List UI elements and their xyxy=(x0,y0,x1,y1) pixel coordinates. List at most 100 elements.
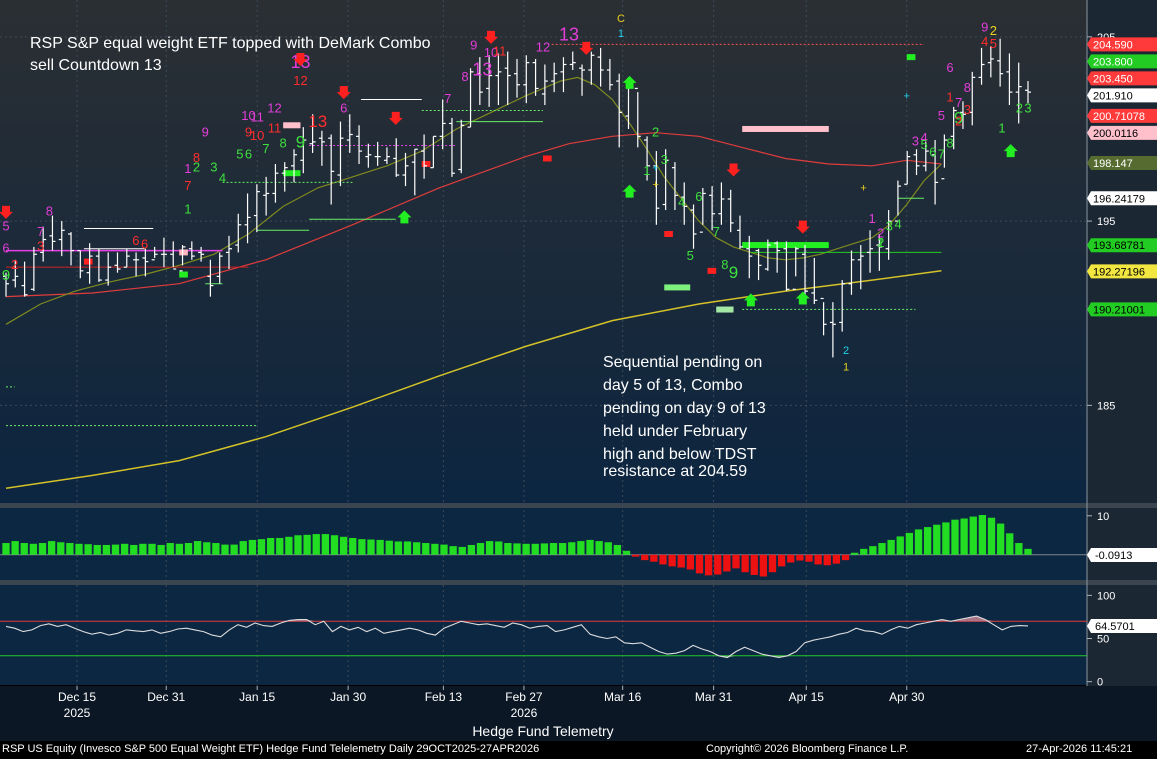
demark-count-label: 3 xyxy=(1024,100,1031,115)
ohlc-bar xyxy=(393,138,400,177)
ohlc-bar xyxy=(579,64,586,96)
osc-bar xyxy=(622,550,631,555)
price-badge: 198.147 xyxy=(1087,156,1157,171)
ohlc-bar xyxy=(727,189,734,233)
osc-bar xyxy=(203,542,211,555)
note-line: resistance at 204.59 xyxy=(603,463,747,480)
rsi-panel-bg xyxy=(0,585,1087,685)
panel-divider-2[interactable] xyxy=(0,580,1157,585)
price-badge-label: 198.147 xyxy=(1093,158,1133,170)
ohlc-bar xyxy=(21,261,28,297)
osc-bar xyxy=(540,543,549,555)
price-badge: 204.590 xyxy=(1087,37,1157,52)
demark-count-label: 3 xyxy=(964,102,971,117)
demark-count-label: 9 xyxy=(2,267,10,284)
demark-count-label: C xyxy=(617,13,625,25)
demark-count-label: 5 xyxy=(938,108,945,123)
demark-count-label: 13 xyxy=(559,25,579,45)
demark-count-label: 4 xyxy=(678,194,685,209)
ohlc-bar xyxy=(950,106,957,150)
osc-bar xyxy=(522,543,530,555)
demark-count-label: 10 xyxy=(250,128,264,143)
ohlc-bar xyxy=(932,140,939,205)
panel-divider-1[interactable] xyxy=(0,503,1157,508)
chart-title-line2: sell Countdown 13 xyxy=(30,57,162,74)
plus-mark: + xyxy=(652,179,658,191)
osc-bar xyxy=(303,534,311,555)
price-badge-label: 192.27196 xyxy=(1093,266,1145,278)
demark-count-label: 3 xyxy=(661,152,668,167)
ohlc-bar xyxy=(681,182,688,225)
ohlc-bar xyxy=(541,64,548,106)
osc-bar xyxy=(376,539,384,555)
sell-arrow-icon xyxy=(484,30,499,44)
price-badge-label: 203.800 xyxy=(1093,56,1133,68)
ohlc-bar xyxy=(876,233,883,271)
osc-bar xyxy=(704,554,713,576)
demark-count-label: 11 xyxy=(268,121,282,136)
x-tick-label: Mar 16 xyxy=(604,690,642,704)
rsi-value-label: 64.5701 xyxy=(1095,621,1135,633)
ohlc-bar xyxy=(337,121,344,187)
ohlc-bar xyxy=(281,162,288,192)
rsi-tick-label: 50 xyxy=(1097,634,1109,646)
ohlc-bar xyxy=(504,51,511,106)
osc-bar xyxy=(84,544,92,555)
ohlc-bar xyxy=(746,235,753,279)
price-badge: 201.910 xyxy=(1087,88,1157,103)
demark-count-label: 13 xyxy=(308,112,327,131)
ohlc-bar xyxy=(170,241,177,270)
osc-bar xyxy=(650,554,658,562)
demark-count-label: 12 xyxy=(293,73,307,88)
bloomberg-chart: 5629783661718923456789101191011121312136… xyxy=(0,0,1157,741)
demark-count-label: 8 xyxy=(946,135,953,150)
rsi-value-bg xyxy=(1087,618,1157,633)
ohlc-bar xyxy=(160,237,167,268)
ohlc-bar xyxy=(328,134,335,205)
demark-count-label: 8 xyxy=(721,257,728,272)
demark-count-label: 2 xyxy=(11,257,18,272)
ma-fast-line xyxy=(5,76,942,325)
ohlc-bar xyxy=(597,47,604,87)
ohlc-bar xyxy=(253,184,260,233)
ohlc-bar xyxy=(225,235,232,270)
grid-lines xyxy=(0,0,1087,686)
ohlc-bar xyxy=(551,62,558,93)
level-block xyxy=(542,155,552,162)
osc-bar xyxy=(130,544,138,555)
osc-tick-label: 10 xyxy=(1097,511,1109,523)
osc-bar xyxy=(476,543,485,555)
demark-count-label: 2 xyxy=(955,113,962,128)
ohlc-bar xyxy=(959,101,966,129)
demark-count-label: 5 xyxy=(687,248,694,263)
price-badge-label: 190.21001 xyxy=(1093,304,1145,316)
ohlc-bar xyxy=(1006,53,1013,106)
x-tick-label: Jan 30 xyxy=(330,690,366,704)
level-block xyxy=(742,125,829,132)
demark-count-label: 4 xyxy=(894,216,901,231)
ohlc-bar xyxy=(560,57,567,93)
demark-count-label: 1 xyxy=(843,361,849,373)
level-block xyxy=(179,249,188,256)
price-badge-label: 203.450 xyxy=(1093,73,1133,85)
demark-count-label: 4 xyxy=(981,34,988,49)
price-layer: 5629783661718923456789101191011121312136… xyxy=(0,13,1032,490)
level-block xyxy=(742,242,829,249)
ohlc-bar xyxy=(867,230,874,273)
osc-bar xyxy=(668,554,676,567)
demark-count-label: 2 xyxy=(652,124,659,139)
price-badge-label: 196.24179 xyxy=(1093,193,1145,205)
demark-count-label: 6 xyxy=(946,60,953,75)
demark-count-label: 9 xyxy=(729,263,738,282)
demark-count-label: 3 xyxy=(210,159,217,174)
demark-count-label: 9 xyxy=(202,124,209,139)
ohlc-bar xyxy=(523,55,530,104)
ohlc-bar xyxy=(207,259,214,297)
ohlc-bar xyxy=(272,163,279,203)
ohlc-bar xyxy=(811,257,818,305)
price-badge-bg xyxy=(1087,88,1157,103)
demark-count-label: 1 xyxy=(868,211,875,226)
osc-bar xyxy=(905,532,914,555)
level-block xyxy=(83,258,93,265)
price-badge-bg xyxy=(1087,264,1157,279)
